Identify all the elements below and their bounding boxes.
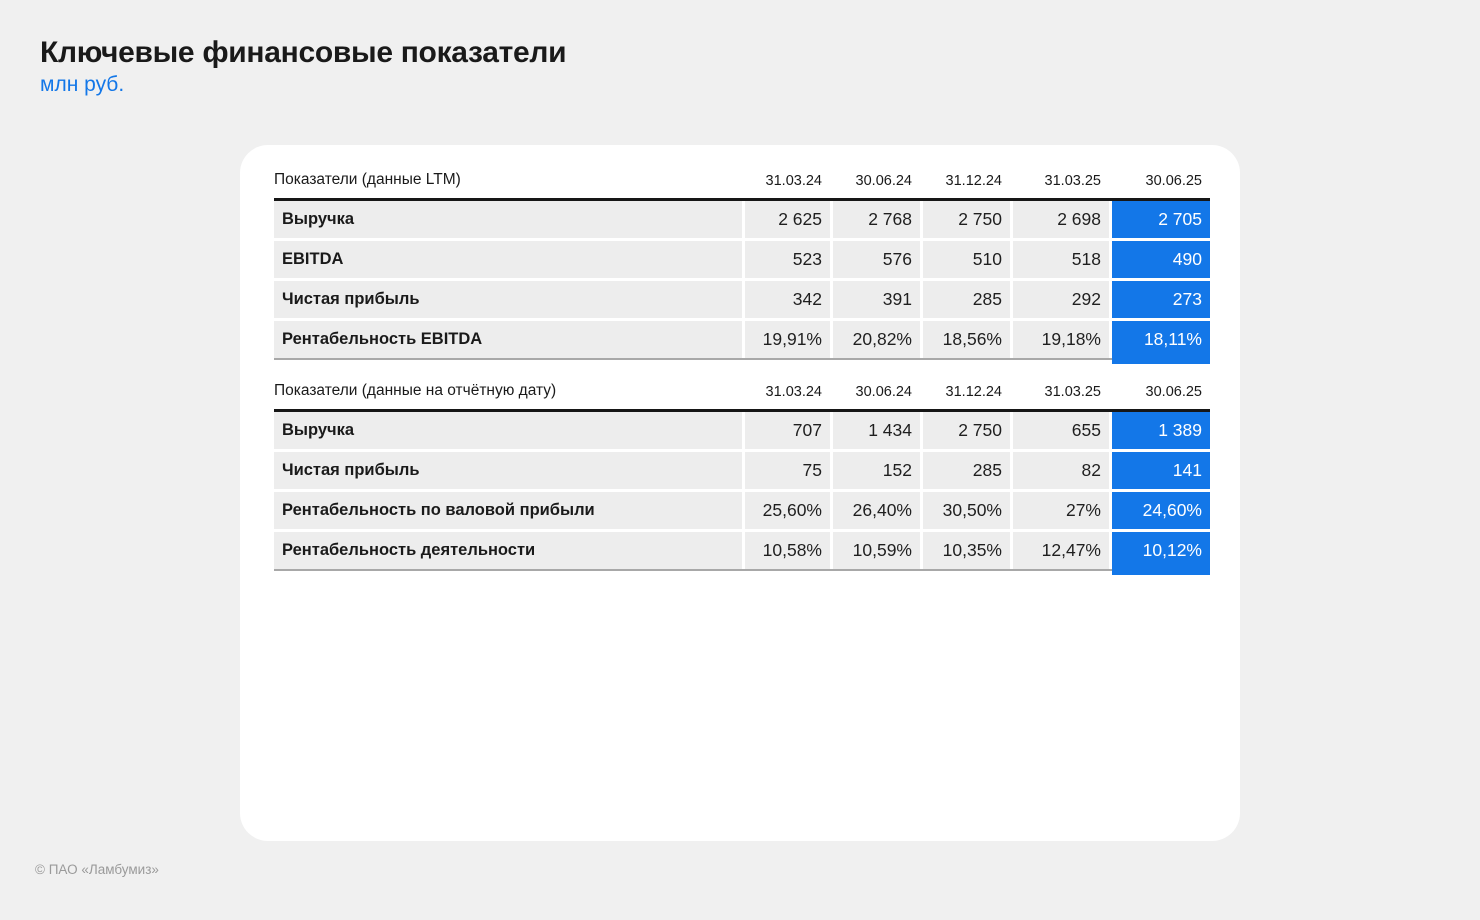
cell-value: 518 bbox=[1013, 240, 1109, 278]
header-divider bbox=[274, 198, 1210, 201]
cell-value-highlighted: 1 389 bbox=[1112, 411, 1210, 449]
page-subtitle: млн руб. bbox=[40, 73, 125, 96]
cell-value-highlighted: 141 bbox=[1112, 451, 1210, 489]
row-label: Рентабельность EBITDA bbox=[274, 320, 742, 358]
row-label: EBITDA bbox=[274, 240, 742, 278]
table-ltm-header-label: Показатели (данные LTM) bbox=[274, 171, 461, 188]
table-ltm: Показатели (данные LTM) 31.03.24 30.06.2… bbox=[274, 165, 1210, 364]
cell-value: 152 bbox=[833, 451, 920, 489]
table-row: EBITDA 523 576 510 518 490 bbox=[274, 240, 1210, 278]
table-ltm-rows: Выручка 2 625 2 768 2 750 2 698 2 705 EB… bbox=[274, 200, 1210, 364]
page-title: Ключевые финансовые показатели bbox=[40, 36, 567, 69]
column-header-date: 31.03.25 bbox=[1044, 384, 1101, 400]
row-label: Рентабельность по валовой прибыли bbox=[274, 491, 742, 529]
table-reporting-header-label: Показатели (данные на отчётную дату) bbox=[274, 382, 557, 399]
cell-value: 2 625 bbox=[745, 200, 830, 238]
row-label: Рентабельность деятельности bbox=[274, 531, 742, 569]
cell-value-highlighted: 490 bbox=[1112, 240, 1210, 278]
table-row: Рентабельность EBITDA 19,91% 20,82% 18,5… bbox=[274, 320, 1210, 364]
table-bottom-divider bbox=[274, 568, 1210, 571]
cell-value: 1 434 bbox=[833, 411, 920, 449]
tables-card: Показатели (данные LTM) 31.03.24 30.06.2… bbox=[240, 145, 1240, 841]
table-row: Выручка 2 625 2 768 2 750 2 698 2 705 bbox=[274, 200, 1210, 238]
table-row: Чистая прибыль 75 152 285 82 141 bbox=[274, 451, 1210, 489]
cell-value: 10,35% bbox=[923, 531, 1010, 569]
cell-value: 285 bbox=[923, 280, 1010, 318]
cell-value: 30,50% bbox=[923, 491, 1010, 529]
cell-value-highlighted: 18,11% bbox=[1112, 320, 1210, 364]
cell-value: 75 bbox=[745, 451, 830, 489]
cell-value: 510 bbox=[923, 240, 1010, 278]
column-header-date: 31.03.24 bbox=[765, 384, 822, 400]
cell-value: 2 750 bbox=[923, 200, 1010, 238]
column-header-date: 31.12.24 bbox=[945, 384, 1002, 400]
cell-value: 292 bbox=[1013, 280, 1109, 318]
row-label: Чистая прибыль bbox=[274, 280, 742, 318]
row-label: Выручка bbox=[274, 200, 742, 238]
cell-value-highlighted: 273 bbox=[1112, 280, 1210, 318]
cell-value: 2 698 bbox=[1013, 200, 1109, 238]
column-header-date: 31.12.24 bbox=[945, 173, 1002, 189]
cell-value-highlighted: 10,12% bbox=[1112, 531, 1210, 575]
cell-value: 707 bbox=[745, 411, 830, 449]
cell-value: 19,91% bbox=[745, 320, 830, 358]
column-header-date: 30.06.25 bbox=[1145, 173, 1202, 189]
column-header-date: 30.06.25 bbox=[1145, 384, 1202, 400]
table-row: Рентабельность по валовой прибыли 25,60%… bbox=[274, 491, 1210, 529]
column-header-date: 30.06.24 bbox=[855, 384, 912, 400]
cell-value: 18,56% bbox=[923, 320, 1010, 358]
cell-value-highlighted: 2 705 bbox=[1112, 200, 1210, 238]
cell-value: 2 750 bbox=[923, 411, 1010, 449]
cell-value: 576 bbox=[833, 240, 920, 278]
table-row: Чистая прибыль 342 391 285 292 273 bbox=[274, 280, 1210, 318]
cell-value: 2 768 bbox=[833, 200, 920, 238]
cell-value: 10,58% bbox=[745, 531, 830, 569]
table-row: Выручка 707 1 434 2 750 655 1 389 bbox=[274, 411, 1210, 449]
cell-value: 391 bbox=[833, 280, 920, 318]
row-label: Чистая прибыль bbox=[274, 451, 742, 489]
cell-value-highlighted: 24,60% bbox=[1112, 491, 1210, 529]
row-label: Выручка bbox=[274, 411, 742, 449]
cell-value: 19,18% bbox=[1013, 320, 1109, 358]
table-ltm-header-row: Показатели (данные LTM) 31.03.24 30.06.2… bbox=[274, 165, 1210, 198]
cell-value: 523 bbox=[745, 240, 830, 278]
table-reporting-rows: Выручка 707 1 434 2 750 655 1 389 Чистая… bbox=[274, 411, 1210, 575]
column-header-date: 30.06.24 bbox=[855, 173, 912, 189]
cell-value: 10,59% bbox=[833, 531, 920, 569]
copyright-text: © ПАО «Ламбумиз» bbox=[35, 862, 159, 877]
cell-value: 285 bbox=[923, 451, 1010, 489]
header-divider bbox=[274, 409, 1210, 412]
table-row: Рентабельность деятельности 10,58% 10,59… bbox=[274, 531, 1210, 575]
column-header-date: 31.03.25 bbox=[1044, 173, 1101, 189]
column-header-date: 31.03.24 bbox=[765, 173, 822, 189]
page-header: Ключевые финансовые показатели млн руб. bbox=[40, 36, 567, 97]
table-bottom-divider bbox=[274, 357, 1210, 360]
cell-value: 82 bbox=[1013, 451, 1109, 489]
cell-value: 26,40% bbox=[833, 491, 920, 529]
cell-value: 27% bbox=[1013, 491, 1109, 529]
cell-value: 655 bbox=[1013, 411, 1109, 449]
cell-value: 20,82% bbox=[833, 320, 920, 358]
table-reporting-header-row: Показатели (данные на отчётную дату) 31.… bbox=[274, 376, 1210, 409]
cell-value: 12,47% bbox=[1013, 531, 1109, 569]
cell-value: 342 bbox=[745, 280, 830, 318]
cell-value: 25,60% bbox=[745, 491, 830, 529]
table-reporting-date: Показатели (данные на отчётную дату) 31.… bbox=[274, 376, 1210, 575]
